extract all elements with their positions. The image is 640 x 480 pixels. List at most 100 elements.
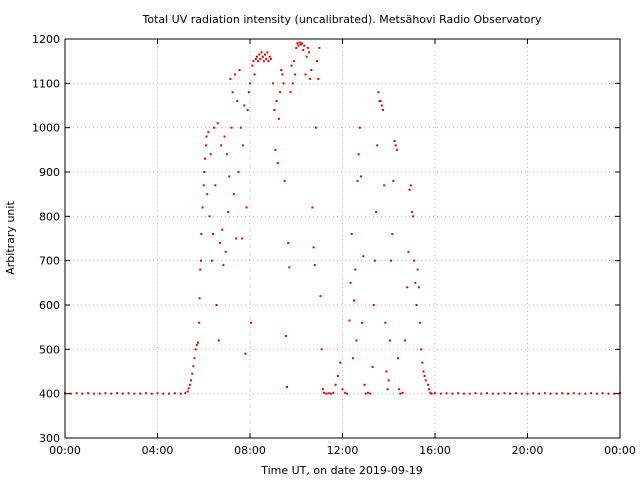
data-point <box>429 391 432 394</box>
data-point <box>237 171 240 173</box>
x-tick-label: 12:00 <box>327 444 359 457</box>
data-point <box>205 144 208 147</box>
data-point <box>286 386 288 389</box>
data-point <box>348 319 351 322</box>
x-tick-label: 00:00 <box>604 444 636 457</box>
data-point <box>336 374 339 377</box>
data-point <box>228 175 231 178</box>
data-point <box>267 60 270 63</box>
data-point <box>224 250 227 253</box>
data-point <box>418 321 421 324</box>
data-point <box>173 392 176 395</box>
data-point <box>318 46 321 49</box>
data-point <box>309 77 312 80</box>
data-point <box>258 53 261 56</box>
data-point <box>298 41 301 44</box>
data-point <box>480 392 483 395</box>
data-point <box>509 392 512 395</box>
data-point <box>260 51 263 54</box>
data-point <box>380 104 383 107</box>
data-point <box>408 188 411 191</box>
data-point <box>221 228 224 231</box>
data-point <box>361 321 364 324</box>
x-tick-labels: 00:00 04:00 08:00 12:00 16:00 20:00 00:00 <box>49 444 636 457</box>
data-point <box>227 210 230 213</box>
data-point <box>291 82 294 85</box>
data-point <box>391 233 394 236</box>
data-point <box>121 392 124 395</box>
data-point <box>445 392 448 395</box>
data-point <box>168 392 171 395</box>
data-point <box>549 392 552 395</box>
data-point <box>353 299 356 302</box>
data-point <box>295 46 298 49</box>
data-point <box>497 392 500 395</box>
data-point <box>474 392 477 395</box>
data-point <box>303 44 306 47</box>
data-point <box>439 392 442 395</box>
data-point <box>316 60 319 63</box>
data-point <box>369 392 372 395</box>
data-point <box>186 390 189 393</box>
data-point <box>607 392 610 395</box>
data-point <box>356 179 359 182</box>
data-points <box>64 41 621 395</box>
data-point <box>343 391 346 394</box>
data-point <box>360 175 362 178</box>
data-point <box>116 392 119 395</box>
data-point <box>399 392 402 395</box>
data-point <box>81 392 84 395</box>
data-point <box>296 42 299 45</box>
data-point <box>249 82 251 85</box>
data-point <box>287 241 290 244</box>
data-point <box>203 157 206 160</box>
data-point <box>385 370 388 373</box>
data-point <box>302 49 305 52</box>
data-point <box>451 392 454 395</box>
data-point <box>210 259 213 262</box>
y-tick-label: 800 <box>39 210 60 223</box>
data-point <box>430 392 433 395</box>
data-point <box>282 82 285 85</box>
data-point <box>238 69 241 72</box>
y-tick-labels: 300 400 500 600 700 800 900 1000 1100 1200 <box>32 33 60 445</box>
data-point <box>394 144 397 147</box>
data-point <box>434 392 436 395</box>
data-point <box>341 388 344 391</box>
data-point <box>572 392 575 395</box>
data-point <box>127 392 130 395</box>
data-point <box>384 321 387 324</box>
data-point <box>401 391 404 394</box>
data-point <box>196 341 199 344</box>
data-point <box>261 55 264 58</box>
data-point <box>199 259 202 262</box>
data-point <box>415 304 418 306</box>
data-point <box>421 361 424 364</box>
data-point <box>75 392 78 395</box>
data-point <box>319 295 322 298</box>
data-point <box>223 135 226 138</box>
data-point <box>468 392 471 395</box>
data-point <box>422 370 425 373</box>
data-point <box>251 64 254 67</box>
data-point <box>232 193 235 196</box>
data-point <box>311 206 314 209</box>
data-point <box>280 69 283 72</box>
data-point <box>555 392 558 395</box>
data-point <box>273 108 276 111</box>
data-point <box>195 343 198 346</box>
y-axis-label: Arbitrary unit <box>4 201 17 275</box>
data-point <box>410 210 413 213</box>
data-point <box>427 383 430 386</box>
data-point <box>205 135 208 138</box>
data-point <box>144 392 147 395</box>
data-point <box>297 44 300 47</box>
data-point <box>578 392 581 395</box>
data-point <box>187 387 190 390</box>
data-point <box>188 383 191 386</box>
data-point <box>201 206 204 209</box>
data-point <box>323 391 325 394</box>
data-point <box>349 281 352 284</box>
data-point <box>363 383 366 386</box>
data-point <box>351 357 354 360</box>
